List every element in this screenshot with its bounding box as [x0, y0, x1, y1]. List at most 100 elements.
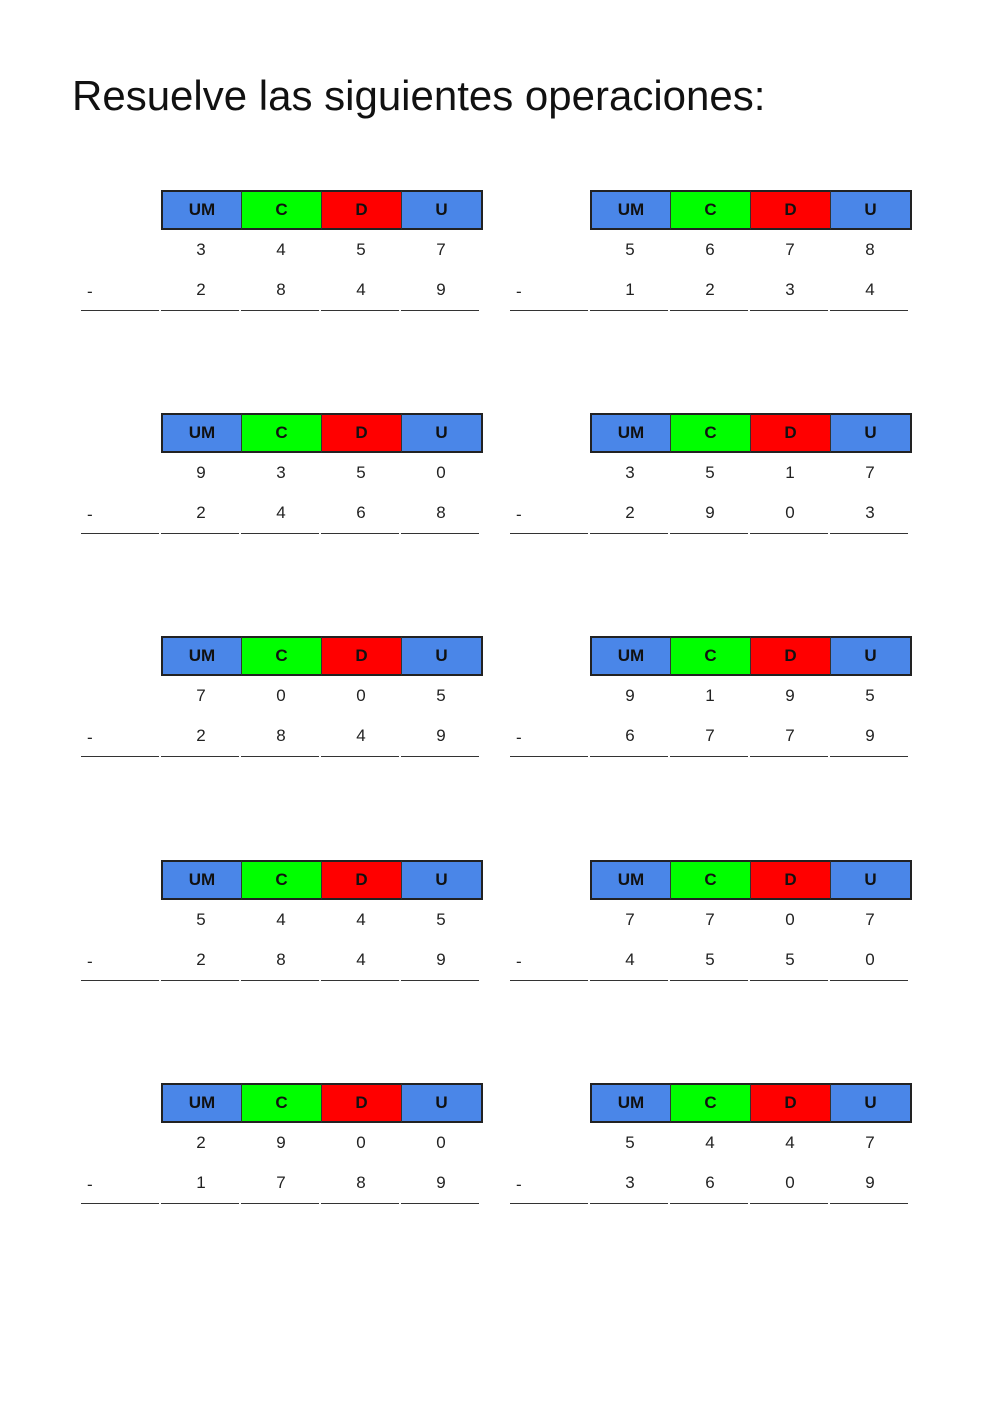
digit: 3 — [625, 463, 635, 482]
digit: 8 — [356, 1173, 366, 1192]
digit: 2 — [196, 950, 206, 969]
digit: 0 — [785, 1173, 795, 1192]
header-cell-d: D — [321, 636, 401, 676]
header-cell-d: D — [321, 1083, 401, 1123]
answer-line-segment — [241, 310, 319, 311]
digit: 0 — [785, 910, 795, 929]
digit: 7 — [785, 726, 795, 745]
answer-line-segment — [401, 756, 479, 757]
digit: 6 — [625, 726, 635, 745]
answer-line — [510, 310, 912, 312]
header-cell-u: U — [830, 860, 912, 900]
minuend-row: 5 4 4 5 — [81, 906, 483, 936]
digit: 2 — [625, 503, 635, 522]
minuend-row: 9 3 5 0 — [81, 459, 483, 489]
subtraction-problem: UM C D U 5 4 4 5 - 2 8 4 9 — [81, 860, 483, 984]
answer-line-segment — [590, 310, 668, 311]
answer-line-segment — [161, 1203, 239, 1204]
answer-line-segment — [81, 310, 159, 311]
header-cell-um: UM — [161, 1083, 241, 1123]
answer-line-segment — [241, 980, 319, 981]
subtraction-problem: UM C D U 5 6 7 8 - 1 2 3 4 — [510, 190, 912, 314]
digit: 4 — [865, 280, 875, 299]
answer-line-segment — [590, 1203, 668, 1204]
digit: 5 — [785, 950, 795, 969]
answer-line-segment — [750, 1203, 828, 1204]
digit: 5 — [436, 686, 446, 705]
digit: 6 — [705, 240, 715, 259]
digit: 0 — [356, 686, 366, 705]
header-cell-d: D — [750, 413, 830, 453]
answer-line-segment — [510, 1203, 588, 1204]
subtrahend-row: - 2 9 0 3 — [510, 499, 912, 529]
minuend-row: 3 4 5 7 — [81, 236, 483, 266]
answer-line-segment — [401, 533, 479, 534]
answer-line — [81, 980, 483, 982]
digit: 7 — [865, 910, 875, 929]
subtraction-problem: UM C D U 2 9 0 0 - 1 7 8 9 — [81, 1083, 483, 1207]
digit: 9 — [436, 726, 446, 745]
digit: 5 — [356, 463, 366, 482]
header-cell-c: C — [241, 1083, 321, 1123]
subtrahend-row: - 4 5 5 0 — [510, 946, 912, 976]
digit: 9 — [625, 686, 635, 705]
subtrahend-row: - 2 8 4 9 — [81, 276, 483, 306]
answer-line-segment — [750, 310, 828, 311]
answer-line-segment — [830, 980, 908, 981]
digit: 6 — [356, 503, 366, 522]
minus-sign: - — [87, 282, 93, 301]
digit: 9 — [436, 280, 446, 299]
answer-line-segment — [750, 980, 828, 981]
subtraction-problem: UM C D U 7 7 0 7 - 4 5 5 0 — [510, 860, 912, 984]
digit: 1 — [785, 463, 795, 482]
minus-sign: - — [87, 1175, 93, 1194]
digit: 5 — [705, 463, 715, 482]
digit: 1 — [705, 686, 715, 705]
subtrahend-row: - 1 7 8 9 — [81, 1169, 483, 1199]
answer-line-segment — [161, 756, 239, 757]
answer-line-segment — [161, 980, 239, 981]
digit: 8 — [276, 950, 286, 969]
digit: 0 — [356, 1133, 366, 1152]
answer-line-segment — [81, 756, 159, 757]
subtraction-problem: UM C D U 5 4 4 7 - 3 6 0 9 — [510, 1083, 912, 1207]
answer-line-segment — [510, 310, 588, 311]
header-cell-um: UM — [590, 636, 670, 676]
place-value-header: UM C D U — [590, 1083, 912, 1123]
header-cell-c: C — [670, 413, 750, 453]
digit: 0 — [436, 1133, 446, 1152]
digit: 8 — [276, 726, 286, 745]
header-cell-um: UM — [590, 413, 670, 453]
place-value-header: UM C D U — [161, 190, 483, 230]
header-cell-u: U — [401, 190, 483, 230]
digit: 4 — [705, 1133, 715, 1152]
digit: 4 — [276, 910, 286, 929]
minus-sign: - — [87, 505, 93, 524]
digit: 7 — [276, 1173, 286, 1192]
answer-line-segment — [321, 310, 399, 311]
digit: 5 — [356, 240, 366, 259]
digit: 5 — [705, 950, 715, 969]
answer-line-segment — [321, 756, 399, 757]
minuend-row: 2 9 0 0 — [81, 1129, 483, 1159]
subtrahend-row: - 1 2 3 4 — [510, 276, 912, 306]
answer-line-segment — [401, 1203, 479, 1204]
minus-sign: - — [516, 1175, 522, 1194]
minus-sign: - — [87, 952, 93, 971]
header-cell-u: U — [830, 1083, 912, 1123]
answer-line-segment — [401, 310, 479, 311]
answer-line-segment — [81, 1203, 159, 1204]
answer-line — [81, 310, 483, 312]
digit: 3 — [865, 503, 875, 522]
header-cell-um: UM — [590, 190, 670, 230]
digit: 6 — [705, 1173, 715, 1192]
subtrahend-row: - 2 8 4 9 — [81, 946, 483, 976]
answer-line-segment — [241, 533, 319, 534]
digit: 5 — [865, 686, 875, 705]
place-value-header: UM C D U — [161, 636, 483, 676]
place-value-header: UM C D U — [590, 413, 912, 453]
answer-line-segment — [670, 756, 748, 757]
answer-line-segment — [670, 1203, 748, 1204]
digit: 3 — [196, 240, 206, 259]
answer-line-segment — [830, 310, 908, 311]
